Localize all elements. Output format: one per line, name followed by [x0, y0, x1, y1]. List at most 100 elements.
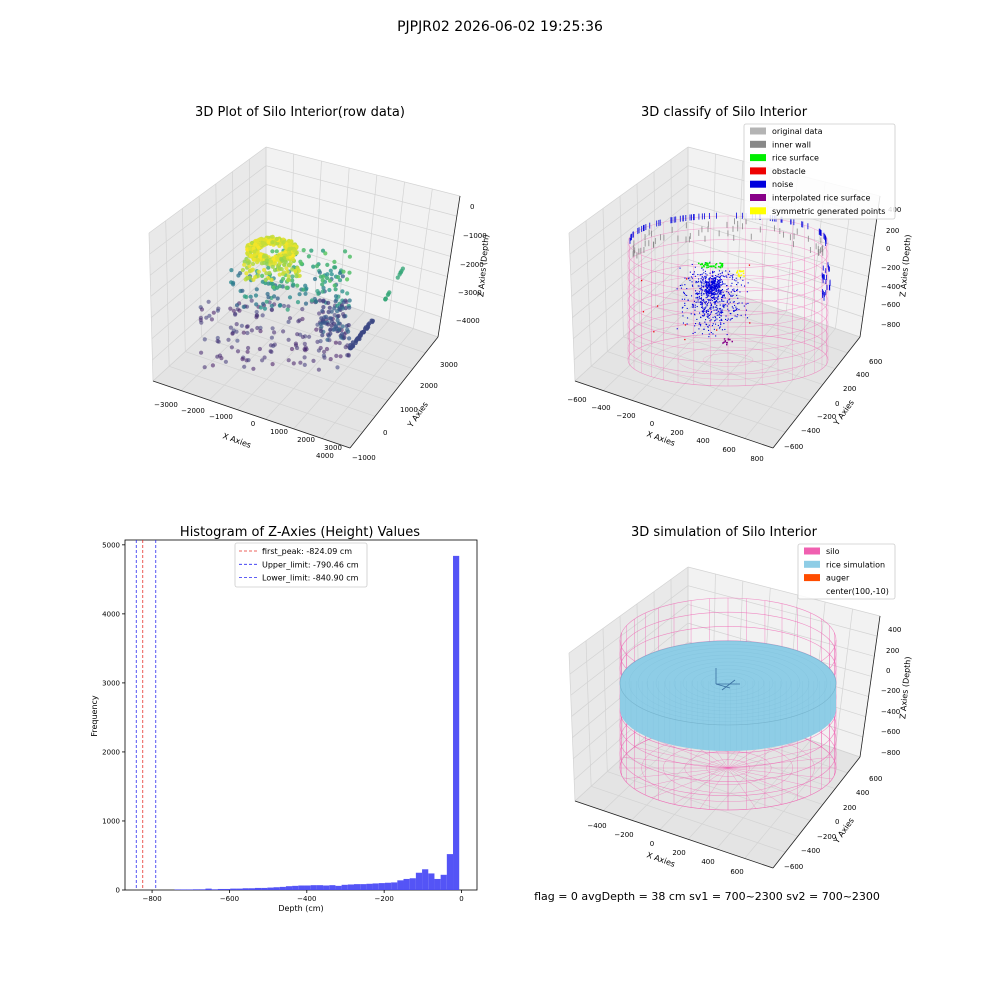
histogram-bar	[193, 889, 200, 890]
noise-point	[721, 280, 723, 282]
noise-point	[712, 278, 714, 280]
x-tick: 400	[696, 437, 709, 445]
noise-point	[730, 291, 732, 293]
raw-point	[285, 269, 290, 274]
legend-label: noise	[772, 180, 793, 189]
noise-point	[718, 290, 720, 292]
grid-line	[570, 604, 689, 696]
raw-point	[199, 350, 204, 355]
raw-point	[260, 273, 265, 278]
raw-point	[319, 329, 324, 334]
noise-point	[700, 294, 702, 296]
raw-point	[234, 322, 239, 327]
rice-mesh-ring	[637, 647, 819, 719]
legend-label: rice simulation	[826, 560, 885, 569]
noise-point	[730, 313, 732, 315]
noise-point	[708, 281, 710, 283]
noise-point	[708, 293, 710, 295]
rice-surface-point	[708, 262, 711, 264]
noise-point	[720, 322, 722, 324]
noise-point	[703, 307, 705, 309]
noise-point	[720, 290, 722, 292]
noise-point	[716, 314, 718, 316]
noise-point	[726, 301, 728, 303]
legend-label: silo	[826, 547, 840, 556]
histogram-bar	[384, 882, 392, 890]
noise-point	[714, 290, 716, 292]
histogram-bar	[217, 888, 225, 890]
noise-point	[708, 336, 710, 338]
grid-line	[607, 351, 798, 417]
grid-line	[568, 146, 689, 234]
noise-point	[707, 314, 709, 316]
raw-point	[347, 305, 352, 310]
noise-point	[704, 307, 706, 309]
noise-point	[715, 335, 717, 337]
noise-point	[700, 297, 702, 299]
noise-point	[739, 277, 741, 279]
grid-line	[151, 221, 267, 318]
noise-point	[719, 308, 721, 310]
grid-line	[585, 220, 592, 367]
noise-point	[684, 304, 686, 306]
panel-simulation-3d: 3D simulation of Silo Interior −400 −200…	[568, 525, 913, 876]
noise-point	[701, 273, 703, 275]
histogram-bar	[403, 878, 410, 890]
grid-line	[388, 181, 405, 321]
silo-floor-ring	[627, 333, 829, 387]
noise-point	[703, 283, 705, 285]
noise-point	[718, 283, 720, 285]
noise-point	[694, 306, 696, 308]
noise-point	[707, 303, 709, 305]
x-tick: −400	[587, 822, 606, 830]
noise-point	[723, 306, 725, 308]
histogram-bar	[378, 883, 385, 890]
noise-point	[708, 299, 710, 301]
histogram-bar	[415, 872, 423, 890]
raw-point	[240, 357, 245, 362]
x-tick: 200	[670, 429, 683, 437]
noise-point	[715, 293, 717, 295]
histogram-y-ticks: 0 1000 2000 3000 4000 5000	[102, 541, 125, 895]
raw-point	[335, 275, 341, 280]
noise-point	[689, 279, 691, 281]
noise-point	[705, 319, 707, 321]
y-tick: −600	[784, 863, 803, 871]
noise-point	[719, 286, 721, 288]
noise-point	[721, 299, 723, 301]
noise-point	[705, 301, 707, 303]
raw-point	[312, 276, 318, 282]
noise-point	[688, 277, 690, 279]
noise-point	[719, 285, 721, 287]
raw-point	[266, 295, 271, 300]
noise-point	[682, 306, 684, 308]
z-tick: 0	[886, 245, 890, 253]
noise-point	[681, 284, 683, 286]
histogram-bar	[180, 889, 187, 890]
noise-point	[740, 284, 742, 286]
rice-mesh-ring	[700, 672, 756, 694]
noise-point	[708, 310, 710, 312]
raw-point	[295, 300, 301, 305]
noise-point	[709, 290, 711, 292]
noise-point	[714, 280, 716, 282]
raw-point	[256, 258, 261, 263]
noise-point	[710, 308, 712, 310]
noise-point	[726, 300, 728, 302]
noise-point	[698, 297, 700, 299]
raw-point	[258, 325, 263, 330]
noise-point	[697, 301, 699, 303]
raw-point	[207, 313, 212, 318]
noise-point	[722, 283, 724, 285]
rice-mesh-ring	[691, 668, 765, 698]
noise-point	[707, 290, 709, 292]
noise-point	[715, 323, 717, 325]
z-axis-line	[859, 195, 881, 338]
rice-surface-point	[707, 264, 709, 266]
raw-point	[332, 259, 337, 264]
raw-point	[337, 340, 342, 346]
raw-point	[286, 274, 291, 279]
raw-point	[337, 271, 343, 276]
grid-line	[314, 160, 322, 295]
noise-point	[707, 288, 709, 290]
